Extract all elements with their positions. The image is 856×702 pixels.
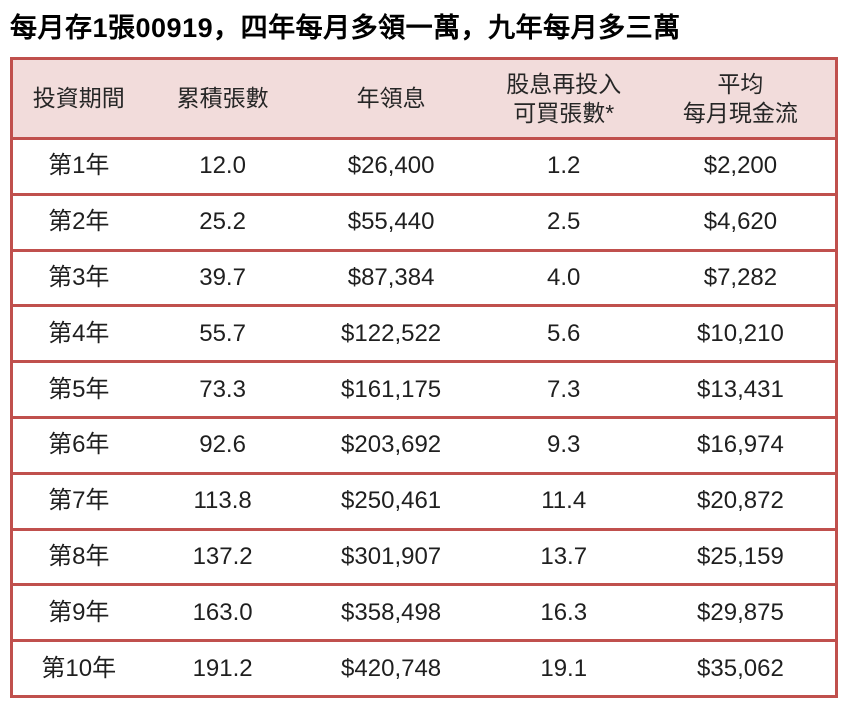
table-cell: $358,498: [341, 598, 442, 626]
table-cell: 第8年: [48, 542, 110, 570]
table-cell: $26,400: [347, 152, 435, 180]
table-cell: 12.0: [199, 152, 246, 180]
table-cell: $25,159: [697, 542, 784, 570]
table-cell: $2,200: [703, 152, 778, 180]
table-cell: 9.3: [547, 431, 581, 459]
table-cell: $55,440: [347, 208, 435, 236]
table-cell: 11.4: [541, 487, 587, 515]
table-row: 第5年 73.3 $161,175 7.3 $13,431: [13, 363, 835, 419]
table-cell: $161,175: [341, 375, 442, 403]
table-row: 第9年 163.0 $358,498 16.3 $29,875: [13, 586, 835, 643]
table-cell: 16.3: [540, 598, 588, 626]
table-row: 第1年 12.0 $26,400 1.2 $2,200: [13, 140, 835, 196]
table-cell: 191.2: [192, 654, 253, 682]
table-row: 第4年 55.7 $122,522 5.6 $10,210: [13, 307, 835, 364]
table-cell: $420,748: [341, 654, 442, 682]
investment-table: 投資期間 累積張數 年領息 股息再投入 可買張數* 平均 每月現金流 第1年 12…: [10, 57, 838, 698]
header-accumulated-shares: 累積張數: [176, 85, 269, 112]
table-cell: $13,431: [697, 375, 784, 403]
table-cell: 第3年: [48, 263, 110, 291]
table-cell: 第6年: [48, 431, 110, 459]
table-cell: 第7年: [48, 487, 110, 515]
table-cell: $301,907: [341, 542, 442, 570]
table-row: 第6年 92.6 $203,692 9.3 $16,974: [13, 418, 835, 475]
table-cell: 13.7: [540, 542, 588, 570]
table-cell: 1.2: [547, 152, 581, 180]
table-cell: $250,461: [341, 487, 442, 515]
table-cell: 第2年: [48, 208, 110, 236]
table-row: 第10年 191.2 $420,748 19.1 $35,062: [13, 642, 835, 695]
table-cell: 2.5: [547, 208, 581, 236]
table-cell: 73.3: [199, 375, 246, 403]
table-cell: $35,062: [697, 654, 784, 682]
header-annual-dividend: 年領息: [356, 85, 426, 112]
table-body: 第1年 12.0 $26,400 1.2 $2,200 第2年 25.2 $55,440 2.5…: [13, 140, 835, 695]
table-cell: $10,210: [697, 319, 784, 347]
table-cell: 163.0: [192, 598, 253, 626]
header-investment-period: 投資期間: [32, 85, 125, 112]
table-cell: 113.8: [193, 487, 252, 515]
table-cell: $87,384: [347, 263, 435, 291]
table-cell: 19.1: [540, 654, 588, 682]
table-cell: 第9年: [48, 598, 110, 626]
table-cell: $20,872: [697, 487, 784, 515]
table-cell: 7.3: [547, 375, 581, 403]
table-cell: 137.2: [192, 542, 253, 570]
header-avg-monthly-cashflow: 平均 每月現金流: [682, 70, 798, 126]
table-cell: $4,620: [703, 208, 778, 236]
table-cell: 92.6: [199, 431, 246, 459]
table-cell: $122,522: [341, 319, 442, 347]
table-cell: $203,692: [341, 431, 442, 459]
table-cell: $16,974: [697, 431, 784, 459]
table-cell: 4.0: [547, 263, 581, 291]
table-row: 第2年 25.2 $55,440 2.5 $4,620: [13, 195, 835, 252]
table-cell: 25.2: [199, 208, 246, 236]
page-title: 每月存1張00919，四年每月多領一萬，九年每月多三萬: [10, 13, 681, 43]
header-reinvest-shares: 股息再投入 可買張數*: [506, 70, 622, 126]
table-cell: $29,875: [697, 598, 784, 626]
table-cell: $7,282: [703, 263, 778, 291]
table-row: 第7年 113.8 $250,461 11.4 $20,872: [13, 474, 835, 531]
table-cell: 第5年: [48, 375, 110, 403]
table-cell: 5.6: [547, 319, 581, 347]
table-cell: 第4年: [48, 319, 110, 347]
table-header-row: 投資期間 累積張數 年領息 股息再投入 可買張數* 平均 每月現金流: [13, 60, 835, 140]
table-cell: 第1年: [48, 152, 110, 180]
table-cell: 39.7: [199, 263, 246, 291]
table-row: 第3年 39.7 $87,384 4.0 $7,282: [13, 251, 835, 308]
table-row: 第8年 137.2 $301,907 13.7 $25,159: [13, 530, 835, 587]
table-cell: 55.7: [199, 319, 246, 347]
table-cell: 第10年: [41, 654, 117, 682]
